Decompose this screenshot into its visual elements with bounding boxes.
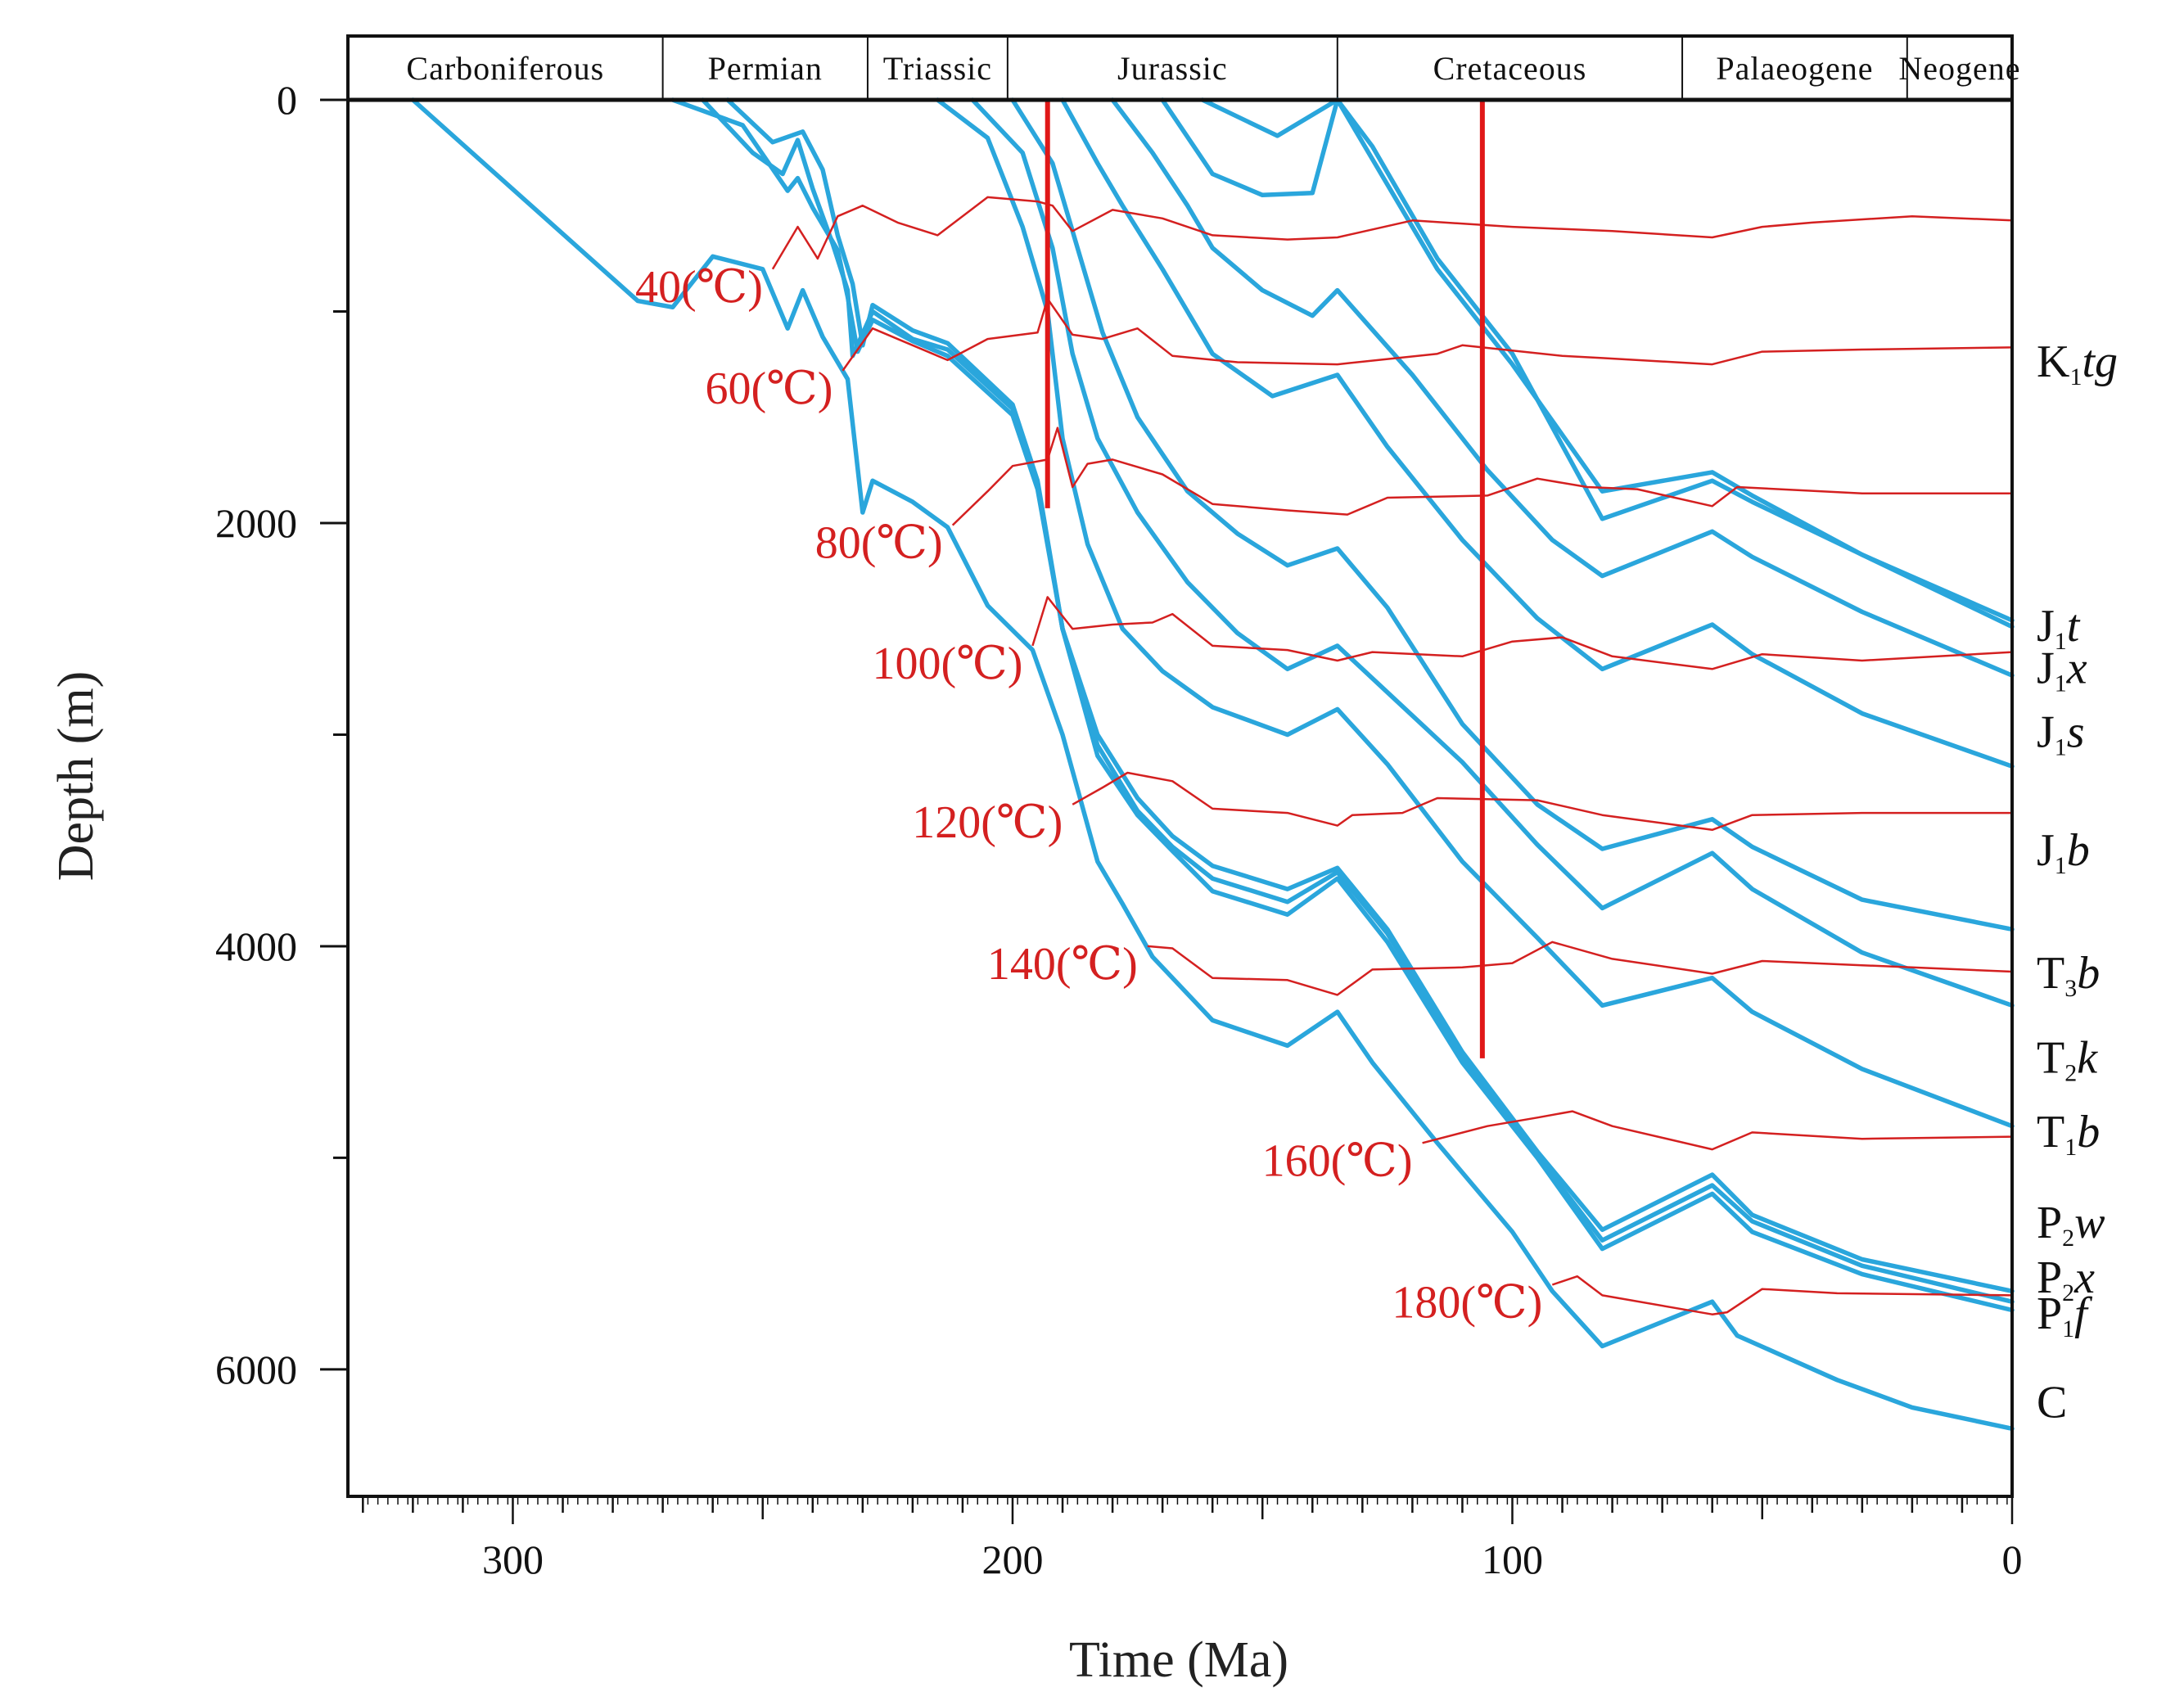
period-label: Jurassic [1117,50,1228,87]
isotherm-label-100: 100(℃) [872,638,1022,689]
formation-label: T1b [2037,1107,2100,1161]
burial-curve-t2k [970,97,2015,1008]
x-tick-label: 0 [2002,1536,2023,1582]
period-label: Neogene [1898,50,2020,87]
isotherm-60 [842,297,2013,372]
isotherm-label-120: 120(℃) [912,797,1063,848]
y-tick-label: 4000 [215,923,297,969]
period-label: Cretaceous [1433,50,1587,87]
burial-curve-j1b [1060,97,2015,769]
formation-label: T3b [2037,948,2100,1002]
burial-curves [410,97,2015,1432]
plot-border [346,34,2014,1498]
formation-label: J1s [2037,706,2085,760]
period-label: Triassic [883,50,992,87]
x-tick-label: 300 [482,1536,544,1582]
isotherm-120 [1072,771,2012,832]
isotherm-label-60: 60(℃) [705,363,833,414]
x-axis: 300 200 100 0 [362,1496,2023,1582]
formation-label: J1b [2037,825,2090,879]
formation-label: T2k [2037,1032,2098,1086]
formation-label: P2w [2037,1198,2105,1252]
formation-label: C [2037,1378,2067,1428]
y-tick-label: 0 [277,77,297,123]
period-header: Carboniferous Permian Triassic Jurassic Cret… [346,34,2020,102]
formation-label: J1t [2037,601,2081,655]
isotherm-100 [1031,596,2013,670]
isotherm-curves [771,196,2013,1315]
burial-curve-j1x [1160,97,2015,629]
x-axis-title: Time (Ma) [1069,1632,1288,1688]
isotherm-label-140: 140(℃) [987,939,1138,990]
formation-label: P2x [2037,1252,2095,1306]
isotherm-label-180: 180(℃) [1392,1278,1542,1329]
burial-curve-j1t [1200,97,2015,623]
formation-label: J1x [2037,643,2087,697]
y-axis-title: Depth (m) [48,671,104,882]
isotherm-40 [771,196,2013,270]
isotherm-label-80: 80(℃) [815,518,943,569]
plot-frame [346,34,2014,1498]
burial-curve-j1s [1110,97,2015,678]
isotherm-80 [951,426,2012,526]
isotherm-140 [1147,941,2013,996]
y-axis: 0 2000 4000 6000 [215,77,348,1392]
isotherm-180 [1551,1275,2013,1315]
period-label: Palaeogene [1716,50,1873,87]
period-label: Carboniferous [406,50,604,87]
burial-curve-t3b [1010,97,2015,932]
x-tick-label: 100 [1482,1536,1543,1582]
y-tick-label: 6000 [215,1347,297,1392]
formation-label: K1tg [2037,336,2118,390]
vertical-markers [1045,100,1485,1058]
isotherm-160 [1422,1110,2013,1151]
y-tick-label: 2000 [215,500,297,546]
burial-curve-p2w [725,97,2015,1294]
period-label: Permian [708,50,823,87]
burial-curve-c [410,97,2015,1432]
isotherm-labels: 40(℃) 60(℃) 80(℃) 100(℃) 120(℃) 140(℃) 160(℃) 1… [635,262,1542,1329]
isotherm-label-40: 40(℃) [635,262,763,313]
x-tick-label: 200 [981,1536,1043,1582]
isotherm-label-160: 160(℃) [1262,1135,1413,1186]
